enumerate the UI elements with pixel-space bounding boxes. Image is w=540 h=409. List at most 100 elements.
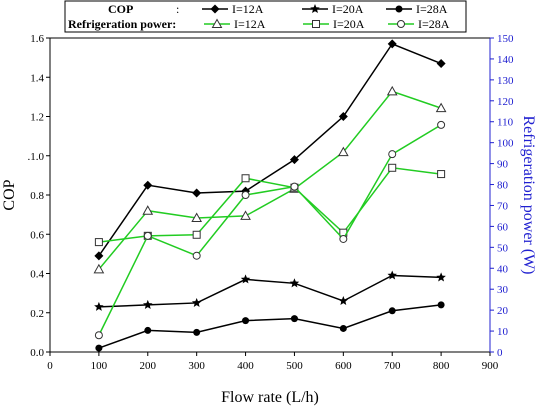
data-point [210, 4, 220, 14]
data-point [395, 5, 403, 13]
data-point [397, 20, 405, 28]
data-point [290, 315, 298, 323]
y-right-tick-label: 30 [497, 284, 509, 296]
series-line [98, 124, 442, 336]
data-point [193, 328, 201, 336]
x-tick-label: 100 [91, 360, 108, 372]
y-right-tick-label: 130 [497, 75, 514, 87]
x-tick-label: 400 [237, 360, 254, 372]
data-point [310, 4, 320, 14]
legend-cop-separator: : [176, 2, 179, 16]
y-right-tick-label: 50 [497, 242, 509, 254]
series-line [98, 304, 442, 349]
data-point [337, 146, 349, 157]
series-line [98, 42, 442, 257]
y-left-tick-label: 0.8 [30, 190, 44, 202]
series [93, 85, 447, 274]
y-right-tick-label: 140 [497, 54, 514, 66]
y-right-tick-label: 60 [497, 221, 509, 233]
data-point [339, 234, 348, 243]
y-left-tick-label: 0.2 [30, 308, 44, 320]
series-layer [93, 39, 447, 352]
data-point [289, 278, 300, 288]
data-point [94, 251, 104, 261]
data-point [94, 301, 104, 311]
data-point [191, 297, 202, 307]
legend-entries: I=12A I=20A I=28A I=12A I=20A I=28A [202, 2, 450, 31]
data-point [437, 170, 446, 179]
y-left-tick-label: 0.4 [30, 269, 44, 281]
data-point [192, 230, 201, 239]
y-right-tick-label: 0 [497, 347, 503, 359]
data-point [242, 317, 250, 325]
plot-area [49, 37, 491, 353]
data-point [94, 331, 103, 340]
data-point [437, 301, 445, 309]
data-point [192, 251, 201, 260]
y-right-ticks: 0 10 20 30 40 50 60 70 80 90 100 110 120 130 140 150 [490, 33, 514, 359]
data-point [290, 182, 299, 191]
y-left-tick-label: 0.0 [30, 347, 44, 359]
legend-entry-label: I=28A [416, 2, 448, 16]
data-point [386, 85, 398, 96]
data-point [191, 212, 203, 223]
data-point [435, 102, 447, 113]
data-point [240, 274, 251, 284]
x-tick-label: 200 [140, 360, 157, 372]
legend-cop-label: COP [108, 2, 133, 16]
x-tick-label: 800 [433, 360, 450, 372]
data-point [241, 174, 250, 183]
series-line [98, 90, 442, 270]
y-left-tick-label: 1.2 [30, 112, 44, 124]
legend-entry-label: I=28A [418, 17, 450, 31]
data-point [94, 238, 103, 247]
data-point [339, 324, 347, 332]
legend-entry-label: I=12A [234, 17, 266, 31]
legend-entry: I=28A [388, 17, 450, 31]
data-point [143, 299, 153, 309]
y-right-tick-label: 150 [497, 33, 514, 45]
data-point [312, 20, 320, 28]
y-left-tick-label: 1.4 [30, 72, 44, 84]
y-axis-right-title: Refrigeration power (W) [520, 115, 537, 274]
data-point [289, 155, 299, 165]
data-point [192, 188, 202, 198]
legend-entry-label: I=20A [332, 2, 364, 16]
data-point [240, 210, 251, 220]
x-tick-label: 0 [47, 360, 53, 372]
data-point [436, 59, 446, 69]
y-left-tick-label: .1.0 [28, 151, 45, 163]
y-left-tick-label: 1.6 [30, 33, 44, 45]
series [95, 301, 445, 352]
y-right-tick-label: 20 [497, 305, 509, 317]
y-right-tick-label: 120 [497, 96, 514, 108]
legend-entry: I=20A [302, 2, 364, 16]
y-left-ticks: 0.0 0.2 0.4 0.6 0.8 .1.0 1.2 1.4 1.6 [28, 33, 50, 359]
data-point [143, 180, 153, 190]
legend-entry: I=20A [303, 17, 365, 31]
y-axis-left-title: COP [1, 179, 18, 210]
y-right-tick-label: 80 [497, 180, 509, 192]
x-ticks: 0 100 200 300 400 500 600 700 800 900 [47, 352, 499, 372]
series [94, 39, 446, 261]
data-point [211, 18, 223, 28]
series-line [98, 274, 442, 308]
legend-power-label: Refrigeration power: [68, 17, 176, 31]
data-point [387, 270, 397, 280]
data-point [387, 39, 397, 49]
data-point [144, 326, 152, 334]
data-point [93, 263, 105, 274]
x-axis-title: Flow rate (L/h) [221, 389, 319, 406]
data-point [142, 205, 154, 215]
data-point [338, 112, 348, 121]
data-point [95, 344, 103, 352]
data-point [388, 307, 396, 315]
y-right-tick-label: 100 [497, 138, 514, 150]
x-tick-label: 900 [482, 360, 499, 372]
legend: COP : Refrigeration power: I=12A I=20A I=2… [64, 0, 467, 33]
x-tick-label: 300 [188, 360, 205, 372]
legend-entry-label: I=20A [333, 17, 365, 31]
y-right-tick-label: 70 [497, 200, 509, 212]
series-line [98, 166, 442, 243]
